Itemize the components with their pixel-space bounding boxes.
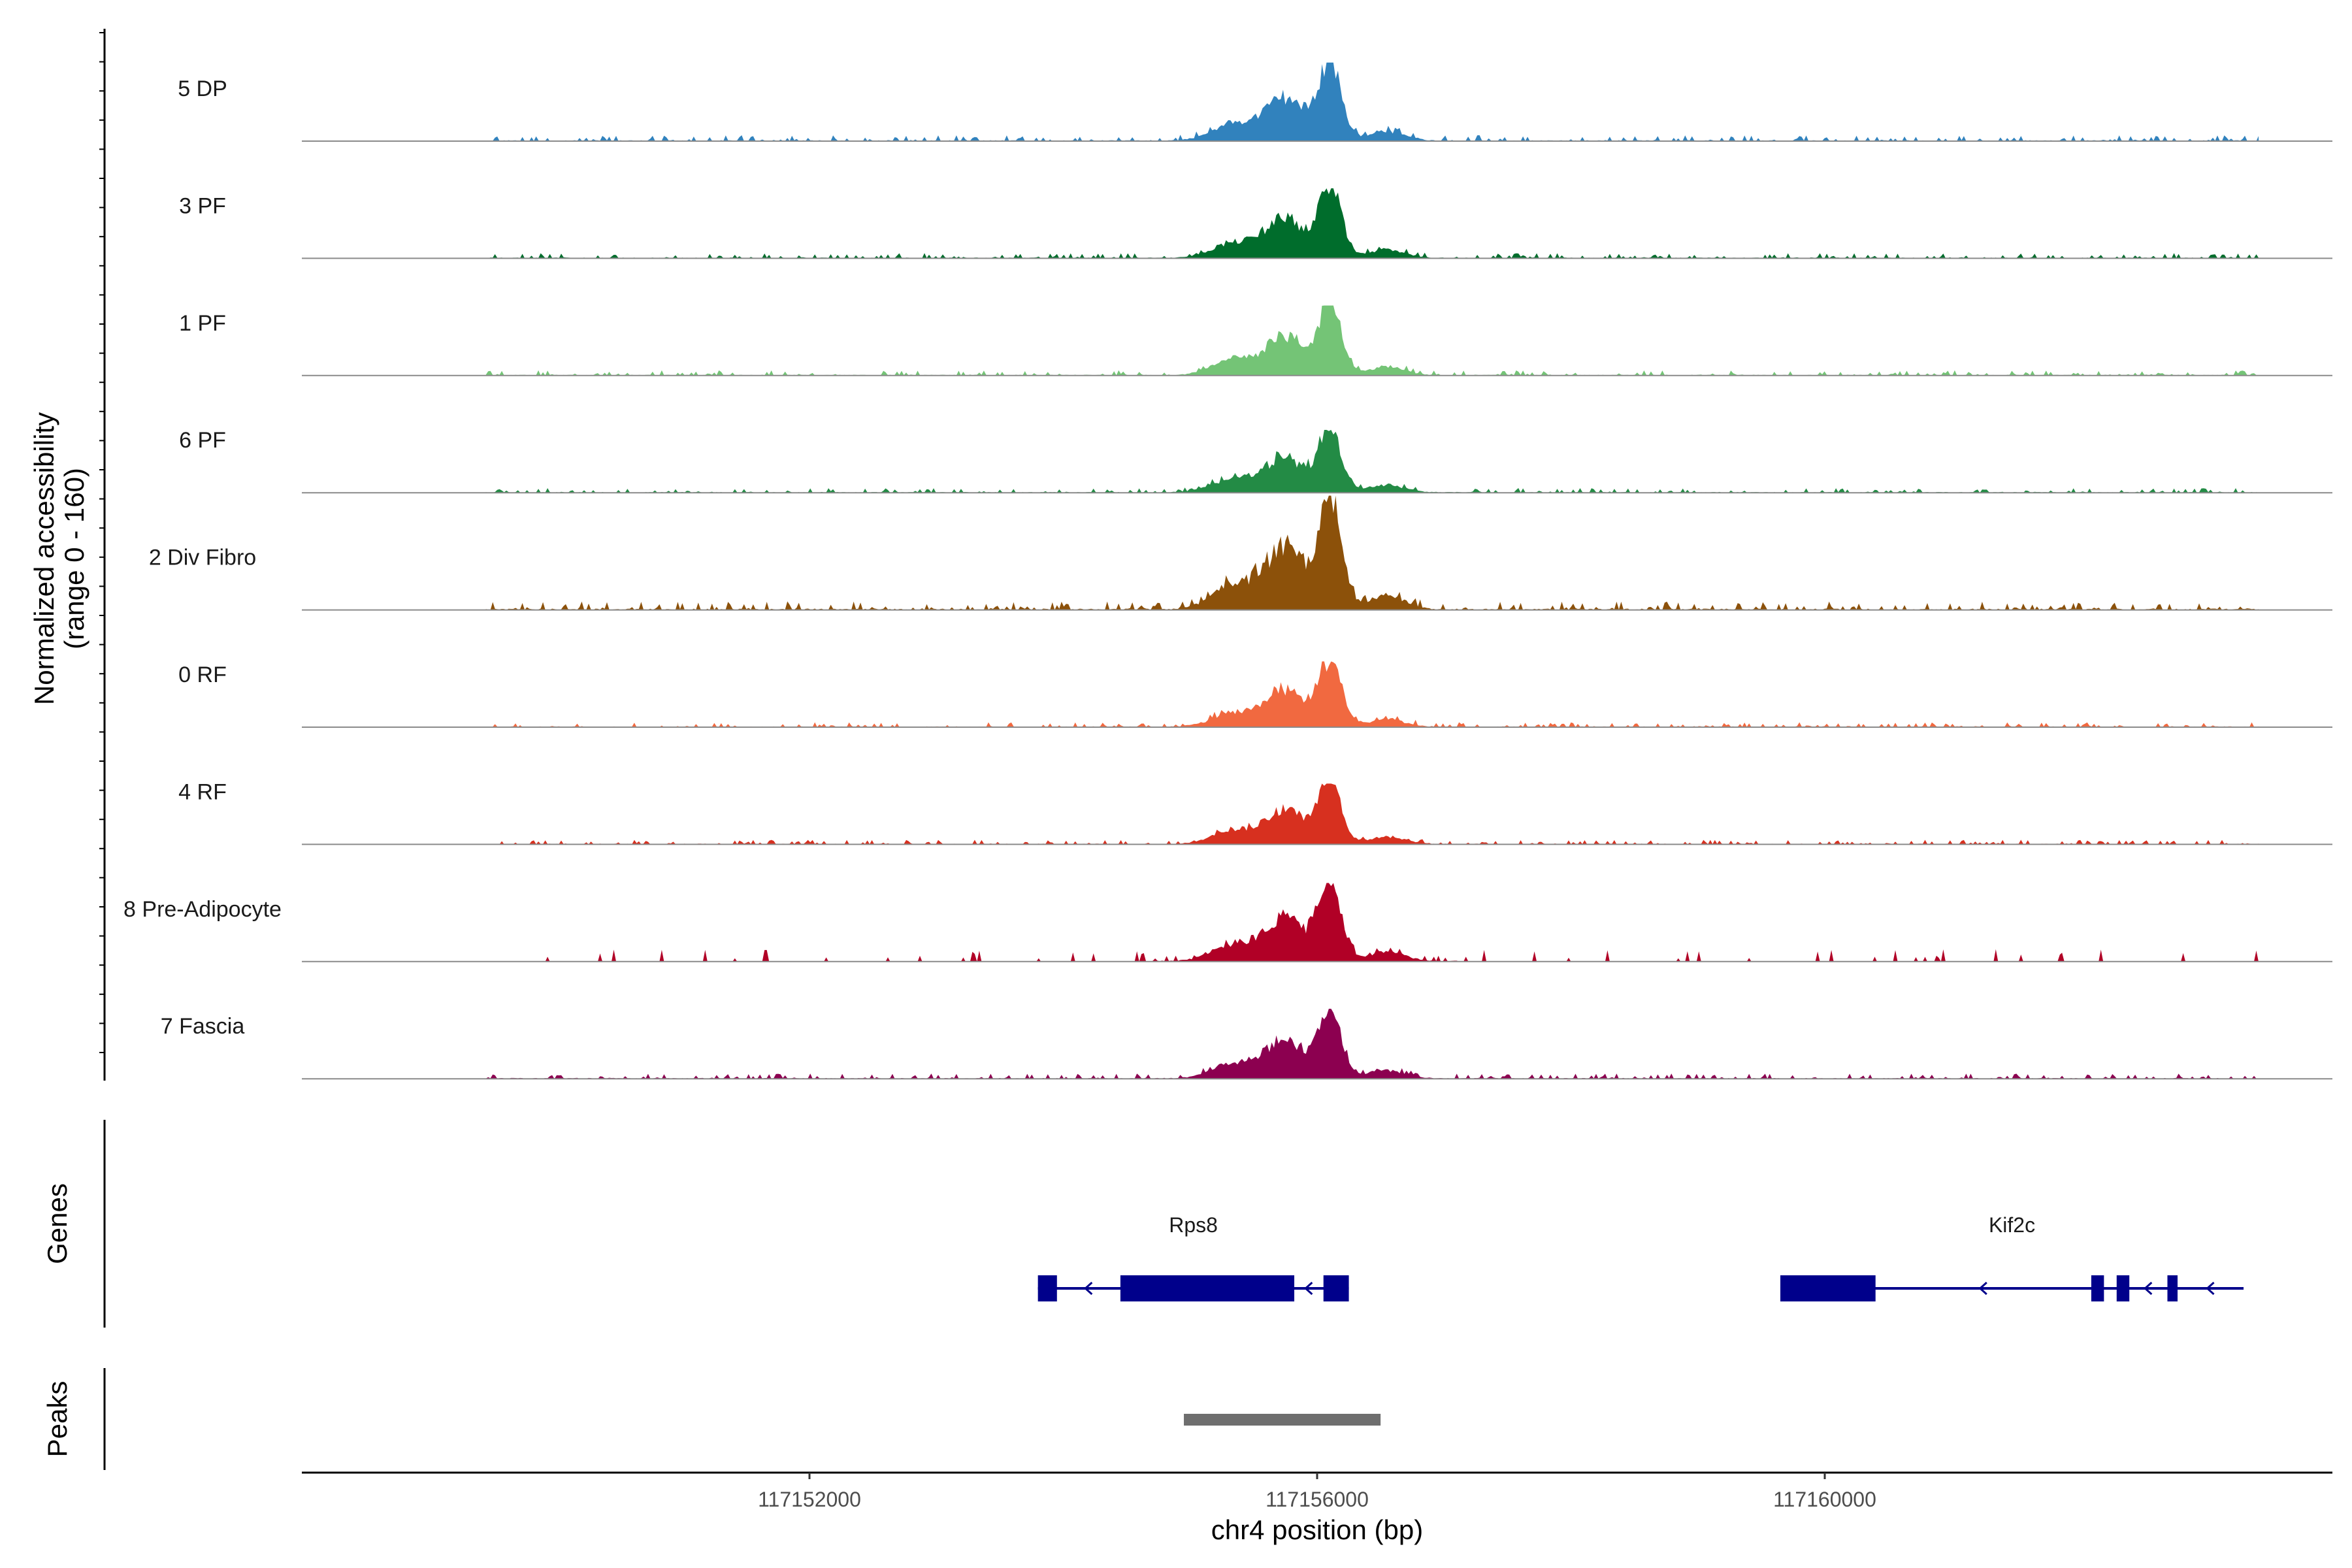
gene-kif2c: Kif2c	[1780, 1213, 2244, 1301]
x-tick-label-1: 117156000	[1266, 1488, 1369, 1511]
coverage-tracks: 5 DP 3 PF 1 PF 6 PF 2 Div Fibro 0 RF 4 RF 8 Pre…	[123, 62, 2332, 1080]
track-3-pf: 3 PF	[179, 188, 2332, 259]
peaks-panel-title: Peaks	[42, 1381, 73, 1458]
track-label-2-div-fibro: 2 Div Fibro	[149, 546, 256, 570]
track-6-pf: 6 PF	[179, 428, 2332, 494]
track-label-5-dp: 5 DP	[178, 76, 227, 101]
track-label-7-fascia: 7 Fascia	[161, 1014, 245, 1039]
gene-annotations: Rps8 Kif2c	[1037, 1213, 2244, 1301]
track-label-3-pf: 3 PF	[179, 193, 226, 218]
gene-exon-kif2c-0	[1780, 1275, 1876, 1301]
coverage-y-axis-ticks	[99, 32, 105, 1053]
x-tick-label-2: 117160000	[1773, 1488, 1876, 1511]
gene-rps8: Rps8	[1037, 1213, 1349, 1301]
x-axis-title: chr4 position (bp)	[1211, 1514, 1424, 1545]
gene-label-kif2c: Kif2c	[1989, 1213, 2035, 1237]
gene-exon-kif2c-1	[2091, 1275, 2104, 1301]
x-tick-label-0: 117152000	[758, 1488, 861, 1511]
gene-exon-rps8-0	[1037, 1275, 1057, 1301]
strand-arrow-kif2c-2	[2206, 1281, 2215, 1296]
x-axis: 117152000 117156000 117160000	[758, 1473, 1876, 1511]
strand-arrow-kif2c-0	[1978, 1281, 1987, 1296]
track-label-4-rf: 4 RF	[178, 779, 227, 804]
genes-panel-title: Genes	[42, 1183, 73, 1264]
gene-exon-rps8-2	[1323, 1275, 1349, 1301]
strand-arrow-kif2c-1	[2144, 1281, 2153, 1296]
track-5-dp: 5 DP	[178, 62, 2332, 142]
track-label-1-pf: 1 PF	[179, 311, 226, 336]
y-axis-range: (range 0 - 160)	[59, 468, 90, 649]
gene-exon-kif2c-2	[2116, 1275, 2130, 1301]
peak-region-0	[1184, 1414, 1381, 1426]
gene-exon-kif2c-3	[2167, 1275, 2178, 1301]
gene-label-rps8: Rps8	[1169, 1213, 1218, 1237]
strand-arrow-rps8-0	[1084, 1281, 1093, 1296]
strand-arrow-rps8-1	[1304, 1281, 1313, 1296]
track-0-rf: 0 RF	[178, 661, 2332, 728]
track-8-pre-adipocyte: 8 Pre-Adipocyte	[123, 883, 2332, 962]
peak-regions	[1184, 1414, 1381, 1426]
gene-exon-rps8-1	[1120, 1275, 1295, 1301]
coverage-y-axis-title: Normalized accessibility (range 0 - 160)	[29, 412, 90, 705]
track-label-8-pre-adipocyte: 8 Pre-Adipocyte	[123, 897, 282, 922]
track-label-0-rf: 0 RF	[178, 662, 227, 687]
track-7-fascia: 7 Fascia	[161, 1009, 2332, 1080]
track-2-div-fibro: 2 Div Fibro	[149, 495, 2332, 611]
y-axis-title: Normalized accessibility	[29, 412, 59, 705]
track-1-pf: 1 PF	[179, 305, 2332, 376]
track-label-6-pf: 6 PF	[179, 428, 226, 453]
track-4-rf: 4 RF	[178, 779, 2332, 845]
